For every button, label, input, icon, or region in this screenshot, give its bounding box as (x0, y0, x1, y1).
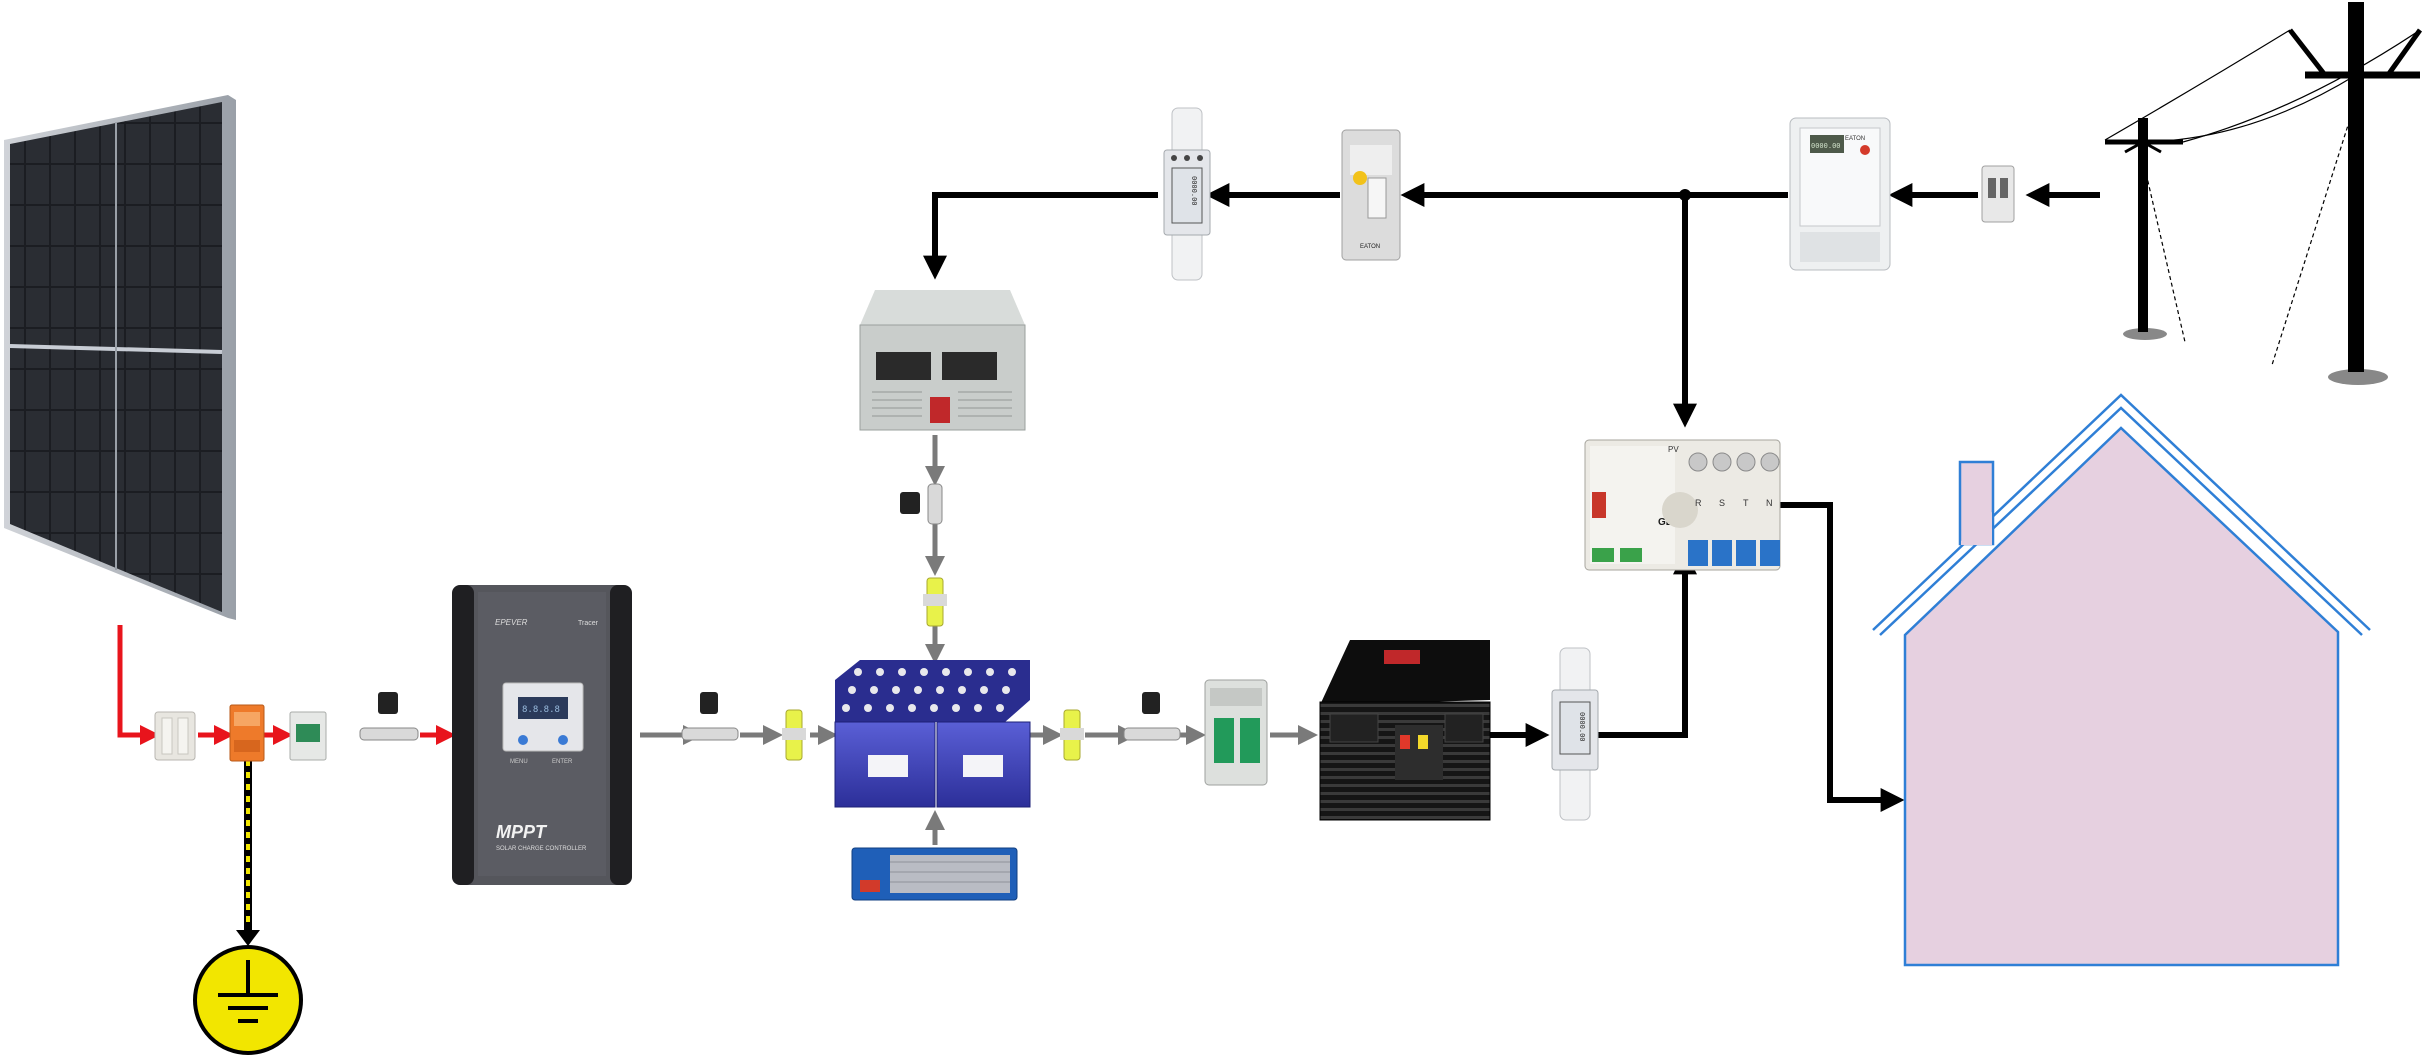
grid-energy-meter: 0000.00 EATON (1789, 117, 1891, 271)
ac-dc-charger (859, 290, 1026, 431)
ats-n: N (1766, 498, 1773, 508)
pv-dc-breaker (289, 711, 327, 761)
charger-meter-reading: 0000.00 (1190, 176, 1198, 206)
grid-meter-reading: 0000.00 (1811, 142, 1841, 150)
battery-fuse-right (1060, 709, 1084, 761)
house-icon (1872, 393, 2371, 967)
battery-fuse-left (782, 709, 806, 761)
rcd-brand: EATON (1360, 244, 1380, 250)
pv-wire (117, 625, 160, 745)
charger-fuse (923, 577, 947, 627)
controller-btn-menu: MENU (510, 759, 528, 765)
bms-board (851, 847, 1018, 901)
grid-breaker (1981, 165, 2015, 223)
charger-connector (900, 483, 943, 525)
controller-model: Tracer (578, 620, 599, 627)
surge-protector (229, 704, 265, 762)
solar-panel-icon (4, 95, 236, 620)
controller-brand: EPEVER (495, 618, 528, 627)
battery-connector-right (1123, 692, 1181, 741)
utility-pole-icon (2104, 2, 2423, 385)
charger-energy-meter: 0000.00 (1163, 107, 1211, 281)
controller-title: MPPT (496, 822, 548, 842)
automatic-transfer-switch: GEYA PV R S T N (1584, 439, 1781, 571)
ats-r: R (1695, 498, 1702, 508)
mppt-controller: EPEVER Tracer 8.8.8.8 MENU ENTER MPPT SO… (452, 585, 632, 885)
grid-meter-brand: EATON (1845, 136, 1865, 142)
controller-btn-enter: ENTER (552, 759, 573, 765)
ats-t: T (1743, 498, 1749, 508)
dc-breaker (1204, 679, 1268, 786)
wires (117, 183, 2100, 946)
rcd-breaker: EATON (1341, 129, 1401, 261)
battery-connector-left (681, 692, 739, 741)
pv-connector (359, 692, 419, 741)
ground-icon (193, 945, 303, 1055)
meter-to-charger (923, 192, 1158, 280)
ats-pv: PV (1668, 445, 1679, 454)
ats-to-house (1780, 502, 1905, 812)
ats-s: S (1719, 498, 1725, 508)
inverter-meter-reading: 0000.00 (1578, 712, 1586, 742)
inverter (1319, 640, 1491, 821)
inverter-energy-meter: 0000.00 (1551, 647, 1599, 821)
meter-to-ats (1595, 550, 1697, 738)
controller-subtitle: SOLAR CHARGE CONTROLLER (496, 846, 587, 852)
battery-pack (834, 660, 1031, 808)
svg-text:8.8.8.8: 8.8.8.8 (522, 705, 560, 715)
pv-fuse-holder (154, 711, 196, 761)
